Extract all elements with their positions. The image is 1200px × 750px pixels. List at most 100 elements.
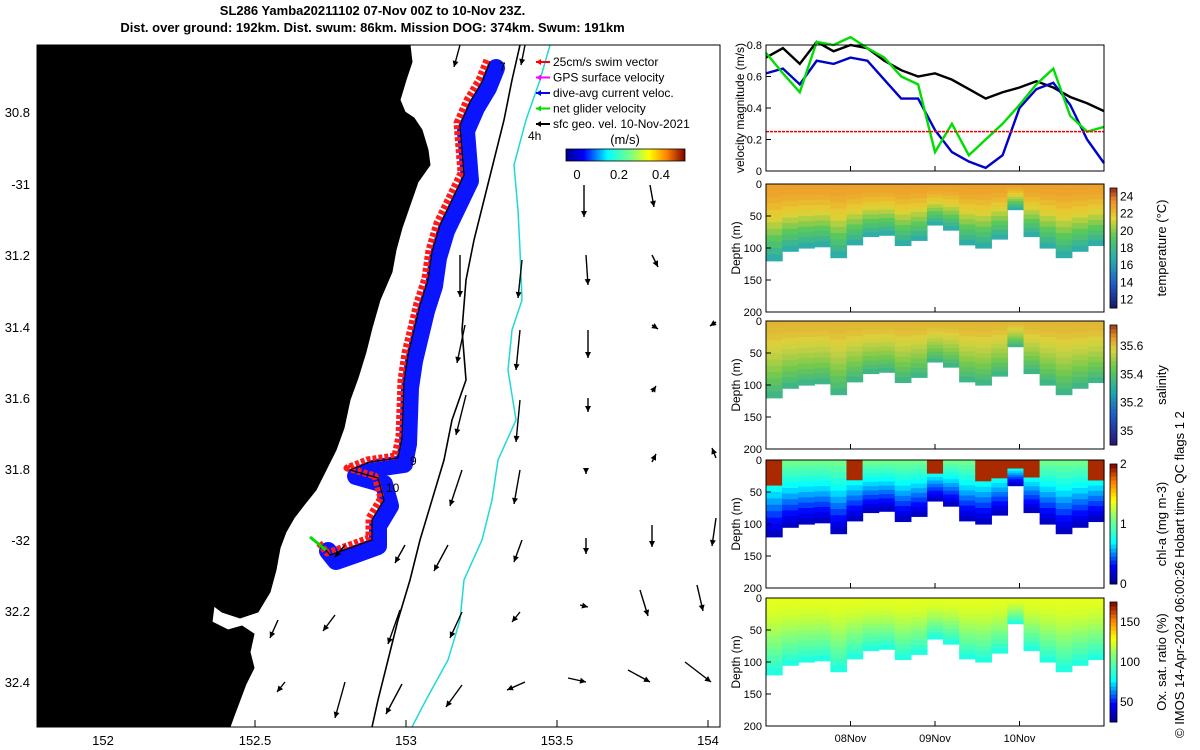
section-cell <box>830 245 848 253</box>
time-tick-label: 09Nov <box>919 733 951 745</box>
section-cell <box>926 351 944 356</box>
section-cell <box>943 214 960 220</box>
section-cell <box>910 469 928 475</box>
section-cell <box>846 351 864 358</box>
section-cell <box>766 391 783 399</box>
section-cell <box>975 640 992 647</box>
section-cell <box>1007 338 1025 341</box>
section-ytick-label: 0 <box>756 455 762 467</box>
section-cell <box>1071 482 1089 489</box>
section-cell <box>766 327 783 335</box>
section-colorbar-cell <box>1110 718 1117 723</box>
section-cell <box>959 194 976 200</box>
section-cell <box>894 623 912 630</box>
section-cell <box>1055 490 1073 498</box>
section-cell <box>862 468 880 474</box>
section-colorbar-cell <box>1110 480 1117 485</box>
section-cell <box>1023 606 1041 612</box>
section-cell <box>798 210 815 217</box>
section-cell <box>943 328 960 334</box>
section-cell <box>991 478 1009 484</box>
geo-velocity-arrowhead <box>651 323 658 329</box>
section-colorbar-cell <box>1110 329 1117 334</box>
section-cell <box>1087 341 1105 348</box>
section-cell <box>862 473 880 479</box>
section-cell <box>991 482 1009 489</box>
section-cell <box>959 480 976 486</box>
section-colorbar-label: salinity <box>1154 365 1169 405</box>
section-colorbar-cell <box>1110 630 1117 635</box>
section-cell <box>830 604 848 611</box>
section-cell <box>766 524 783 531</box>
section-cell <box>862 342 880 348</box>
geo-velocity-arrowhead <box>583 548 589 554</box>
legend-arrowhead <box>536 121 541 127</box>
section-cell <box>782 648 799 655</box>
section-cell <box>1087 209 1105 216</box>
section-cell <box>878 196 896 202</box>
section-cell <box>1087 608 1105 614</box>
section-cell <box>878 610 896 616</box>
section-cell <box>975 465 992 472</box>
section-colorbar-cell <box>1110 500 1117 505</box>
dive-avg-current-band <box>319 59 505 570</box>
section-cell <box>943 187 960 193</box>
section-cell <box>959 204 976 210</box>
section-cell <box>1039 651 1057 658</box>
section-cell <box>910 635 928 641</box>
section-cell <box>878 636 896 642</box>
section-cell <box>1071 184 1089 191</box>
geo-velocity-arrowhead <box>698 604 705 611</box>
section-cell <box>862 460 880 465</box>
section-cell <box>1071 343 1089 350</box>
section-colorbar-cell <box>1110 421 1117 426</box>
section-cell <box>959 366 976 373</box>
section-cell <box>766 385 783 392</box>
section-cell <box>894 490 912 497</box>
section-cell <box>991 343 1009 350</box>
section-cell <box>1007 602 1025 605</box>
section-cell <box>878 485 896 491</box>
section-cell <box>975 460 992 466</box>
section-cell <box>878 640 896 646</box>
section-cell <box>878 627 896 633</box>
section-cell <box>814 634 831 641</box>
map-lon-tick-label: 154 <box>697 733 719 748</box>
section-cell <box>830 659 848 667</box>
section-colorbar-cell <box>1110 441 1117 446</box>
section-cell <box>991 216 1009 222</box>
section-cell <box>1007 203 1025 206</box>
section-cell <box>1071 212 1089 219</box>
section-cell <box>910 630 928 637</box>
section-cell <box>1087 361 1105 368</box>
section-cell <box>766 340 783 348</box>
velocity-ytick-label: 0.2 <box>747 135 762 147</box>
section-cell <box>975 358 992 365</box>
section-cell <box>910 474 928 480</box>
section-cell <box>975 216 992 222</box>
section-cell <box>910 511 928 517</box>
section-cell <box>766 668 783 676</box>
section-cell <box>991 366 1009 373</box>
section-cell <box>1007 466 1025 470</box>
section-cell <box>1071 460 1089 467</box>
section-cell <box>1071 620 1089 627</box>
geo-velocity-arrow <box>455 394 467 436</box>
section-cell <box>943 222 960 227</box>
section-cell <box>910 216 928 223</box>
section-cell <box>926 355 944 360</box>
section-cell <box>798 481 815 488</box>
section-cell <box>830 363 848 371</box>
section-cell <box>1039 608 1057 615</box>
section-cell <box>846 356 864 363</box>
section-cell <box>1055 208 1073 216</box>
section-cell <box>959 490 976 497</box>
section-cell <box>878 494 896 499</box>
section-cell <box>959 214 976 221</box>
section-cell <box>830 647 848 654</box>
section-ytick-label: 50 <box>750 211 762 223</box>
section-colorbar-cell <box>1110 365 1117 370</box>
section-colorbar-cell <box>1110 610 1117 615</box>
section-cell <box>1039 481 1057 488</box>
section-cell <box>846 209 864 215</box>
